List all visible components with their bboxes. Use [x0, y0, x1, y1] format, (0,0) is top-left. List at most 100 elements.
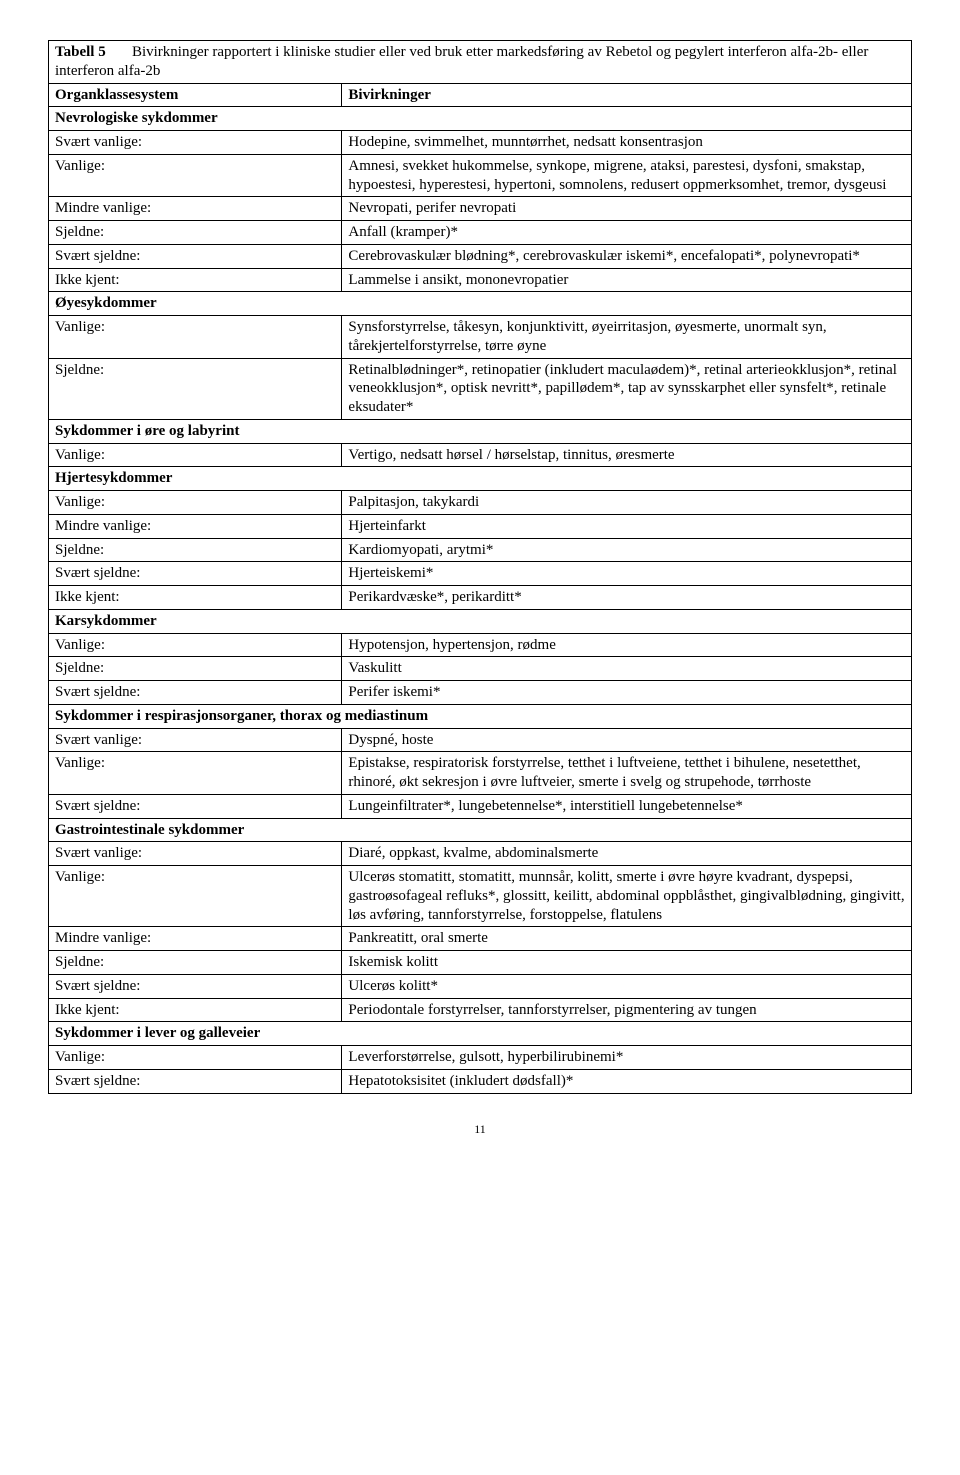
section-header: Gastrointestinale sykdommer [49, 818, 912, 842]
reaction-cell: Epistakse, respiratorisk forstyrrelse, t… [342, 752, 912, 795]
table-row: Vanlige:Epistakse, respiratorisk forstyr… [49, 752, 912, 795]
table-title-row: Tabell 5 Bivirkninger rapportert i klini… [49, 41, 912, 84]
table-row: Vanlige:Hypotensjon, hypertensjon, rødme [49, 633, 912, 657]
frequency-cell: Svært sjeldne: [49, 562, 342, 586]
table-row: Sjeldne:Kardiomyopati, arytmi* [49, 538, 912, 562]
reaction-cell: Amnesi, svekket hukommelse, synkope, mig… [342, 154, 912, 197]
reaction-cell: Leverforstørrelse, gulsott, hyperbilirub… [342, 1046, 912, 1070]
frequency-cell: Svært sjeldne: [49, 794, 342, 818]
frequency-cell: Svært vanlige: [49, 842, 342, 866]
frequency-cell: Sjeldne: [49, 951, 342, 975]
frequency-cell: Ikke kjent: [49, 586, 342, 610]
frequency-cell: Vanlige: [49, 491, 342, 515]
reaction-cell: Ulcerøs stomatitt, stomatitt, munnsår, k… [342, 866, 912, 927]
table-row: Svært sjeldne:Hepatotoksisitet (inkluder… [49, 1069, 912, 1093]
section-header: Øyesykdommer [49, 292, 912, 316]
frequency-cell: Sjeldne: [49, 657, 342, 681]
reaction-cell: Dyspné, hoste [342, 728, 912, 752]
frequency-cell: Svært vanlige: [49, 728, 342, 752]
table-row: Vanlige:Leverforstørrelse, gulsott, hype… [49, 1046, 912, 1070]
frequency-cell: Sjeldne: [49, 221, 342, 245]
table-row: Sjeldne:Iskemisk kolitt [49, 951, 912, 975]
table-row: Svært sjeldne:Perifer iskemi* [49, 681, 912, 705]
table-row: Vanlige:Vertigo, nedsatt hørsel / hørsel… [49, 443, 912, 467]
reaction-cell: Hodepine, svimmelhet, munntørrhet, nedsa… [342, 131, 912, 155]
frequency-cell: Ikke kjent: [49, 998, 342, 1022]
section-row: Gastrointestinale sykdommer [49, 818, 912, 842]
section-row: Hjertesykdommer [49, 467, 912, 491]
frequency-cell: Svært sjeldne: [49, 1069, 342, 1093]
table-row: Ikke kjent:Periodontale forstyrrelser, t… [49, 998, 912, 1022]
reaction-cell: Nevropati, perifer nevropati [342, 197, 912, 221]
section-row: Karsykdommer [49, 609, 912, 633]
table-row: Svært vanlige:Hodepine, svimmelhet, munn… [49, 131, 912, 155]
reaction-cell: Diaré, oppkast, kvalme, abdominalsmerte [342, 842, 912, 866]
table-row: Svært sjeldne:Ulcerøs kolitt* [49, 974, 912, 998]
frequency-cell: Mindre vanlige: [49, 514, 342, 538]
table-row: Svært sjeldne:Lungeinfiltrater*, lungebe… [49, 794, 912, 818]
table-title-label: Tabell 5 [55, 44, 106, 60]
table-row: Ikke kjent:Perikardvæske*, perikarditt* [49, 586, 912, 610]
table-row: Svært sjeldne:Hjerteiskemi* [49, 562, 912, 586]
reaction-cell: Retinalblødninger*, retinopatier (inklud… [342, 358, 912, 419]
reaction-cell: Lungeinfiltrater*, lungebetennelse*, int… [342, 794, 912, 818]
reaction-cell: Synsforstyrrelse, tåkesyn, konjunktivitt… [342, 316, 912, 359]
section-header: Karsykdommer [49, 609, 912, 633]
section-row: Øyesykdommer [49, 292, 912, 316]
section-row: Sykdommer i lever og galleveier [49, 1022, 912, 1046]
frequency-cell: Vanlige: [49, 633, 342, 657]
section-row: Sykdommer i respirasjonsorganer, thorax … [49, 704, 912, 728]
reaction-cell: Iskemisk kolitt [342, 951, 912, 975]
column-header-row: OrganklassesystemBivirkninger [49, 83, 912, 107]
section-row: Nevrologiske sykdommer [49, 107, 912, 131]
reaction-cell: Vertigo, nedsatt hørsel / hørselstap, ti… [342, 443, 912, 467]
reaction-cell: Hypotensjon, hypertensjon, rødme [342, 633, 912, 657]
reaction-cell: Kardiomyopati, arytmi* [342, 538, 912, 562]
section-header: Sykdommer i øre og labyrint [49, 419, 912, 443]
reaction-cell: Ulcerøs kolitt* [342, 974, 912, 998]
table-row: Vanlige:Amnesi, svekket hukommelse, synk… [49, 154, 912, 197]
reaction-cell: Pankreatitt, oral smerte [342, 927, 912, 951]
table-title-cell: Tabell 5 Bivirkninger rapportert i klini… [49, 41, 912, 84]
reaction-cell: Periodontale forstyrrelser, tannforstyrr… [342, 998, 912, 1022]
frequency-cell: Vanlige: [49, 154, 342, 197]
frequency-cell: Mindre vanlige: [49, 197, 342, 221]
reaction-cell: Anfall (kramper)* [342, 221, 912, 245]
frequency-cell: Mindre vanlige: [49, 927, 342, 951]
table-row: Svært vanlige:Dyspné, hoste [49, 728, 912, 752]
frequency-cell: Svært sjeldne: [49, 681, 342, 705]
table-row: Sjeldne:Vaskulitt [49, 657, 912, 681]
frequency-cell: Vanlige: [49, 316, 342, 359]
frequency-cell: Vanlige: [49, 752, 342, 795]
frequency-cell: Sjeldne: [49, 358, 342, 419]
frequency-cell: Svært sjeldne: [49, 974, 342, 998]
section-header: Hjertesykdommer [49, 467, 912, 491]
section-row: Sykdommer i øre og labyrint [49, 419, 912, 443]
table-row: Mindre vanlige:Nevropati, perifer nevrop… [49, 197, 912, 221]
frequency-cell: Ikke kjent: [49, 268, 342, 292]
reaction-cell: Hjerteinfarkt [342, 514, 912, 538]
table-title-desc: Bivirkninger rapportert i kliniske studi… [55, 44, 868, 79]
table-row: Ikke kjent:Lammelse i ansikt, mononevrop… [49, 268, 912, 292]
page-number: 11 [48, 1122, 912, 1137]
frequency-cell: Vanlige: [49, 443, 342, 467]
table-row: Sjeldne:Anfall (kramper)* [49, 221, 912, 245]
section-header: Sykdommer i lever og galleveier [49, 1022, 912, 1046]
table-row: Sjeldne:Retinalblødninger*, retinopatier… [49, 358, 912, 419]
table-row: Vanlige:Palpitasjon, takykardi [49, 491, 912, 515]
frequency-cell: Svært vanlige: [49, 131, 342, 155]
reaction-cell: Vaskulitt [342, 657, 912, 681]
table-row: Vanlige:Synsforstyrrelse, tåkesyn, konju… [49, 316, 912, 359]
col-header-right: Bivirkninger [342, 83, 912, 107]
reaction-cell: Hepatotoksisitet (inkludert dødsfall)* [342, 1069, 912, 1093]
reaction-cell: Perikardvæske*, perikarditt* [342, 586, 912, 610]
reaction-cell: Lammelse i ansikt, mononevropatier [342, 268, 912, 292]
reaction-cell: Palpitasjon, takykardi [342, 491, 912, 515]
col-header-left: Organklassesystem [49, 83, 342, 107]
section-header: Sykdommer i respirasjonsorganer, thorax … [49, 704, 912, 728]
frequency-cell: Vanlige: [49, 866, 342, 927]
frequency-cell: Vanlige: [49, 1046, 342, 1070]
frequency-cell: Sjeldne: [49, 538, 342, 562]
table-row: Mindre vanlige:Pankreatitt, oral smerte [49, 927, 912, 951]
table-row: Vanlige:Ulcerøs stomatitt, stomatitt, mu… [49, 866, 912, 927]
